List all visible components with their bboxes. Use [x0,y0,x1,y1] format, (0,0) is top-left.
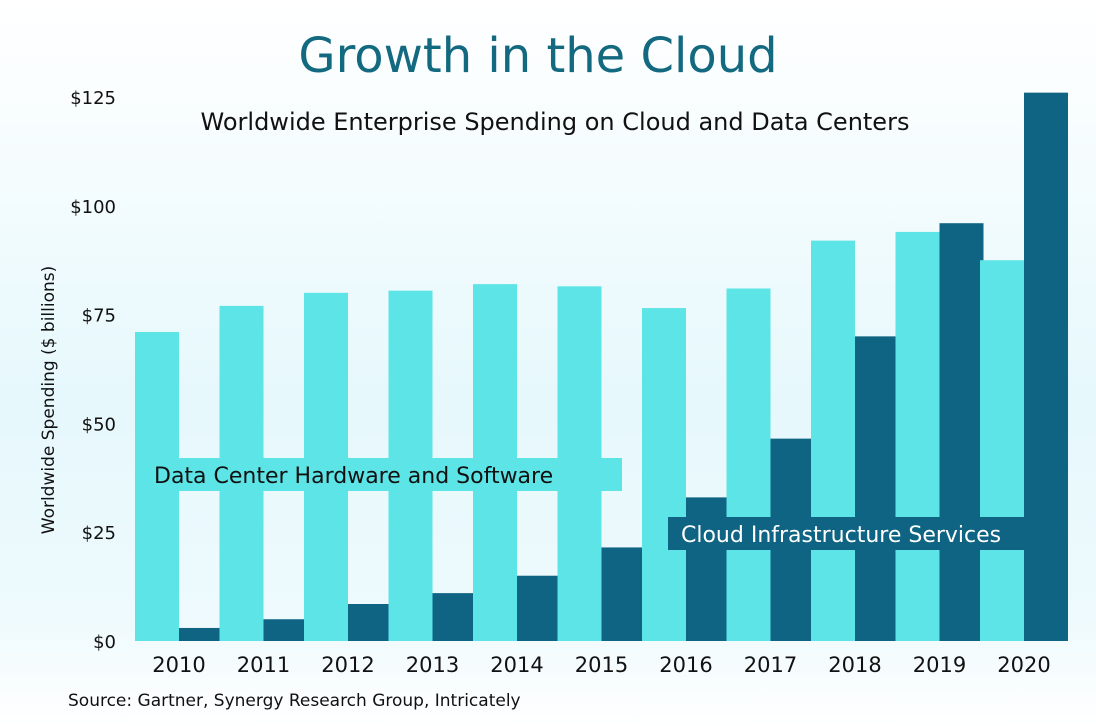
x-tick-label: 2015 [575,653,628,677]
bar-cloud [348,604,392,641]
bar-cloud [263,619,308,641]
y-tick-label: $0 [93,632,116,653]
bar-cloud [179,627,223,641]
bars [135,92,1068,642]
x-tick-label: 2014 [490,653,543,677]
series-labels: Data Center Hardware and Software Cloud … [135,458,1044,550]
bar-data-center [895,231,940,642]
x-tick-label: 2018 [828,653,881,677]
x-axis-ticks: 2010 2011 2012 2013 2014 2015 2016 2017 2018 2019… [152,653,1050,677]
x-tick-label: 2019 [913,653,966,677]
x-tick-label: 2017 [744,653,797,677]
x-tick-label: 2016 [659,653,712,677]
series-label-data-center: Data Center Hardware and Software [154,464,553,489]
bar-data-center [811,240,855,641]
x-tick-label: 2012 [321,653,374,677]
y-tick-label: $75 [82,306,116,327]
x-tick-label: 2011 [237,653,290,677]
chart-title: Growth in the Cloud [298,28,777,84]
source-note: Source: Gartner, Synergy Research Group,… [68,691,521,711]
y-axis-ticks: $0 $25 $50 $75 $100 $125 [70,88,116,653]
bar-data-center [980,260,1024,641]
bar-cloud [601,547,646,641]
x-tick-label: 2010 [152,653,205,677]
y-tick-label: $50 [82,414,116,435]
y-tick-label: $100 [70,197,116,218]
bar-cloud [1024,92,1068,641]
bar-cloud [939,223,984,641]
x-tick-label: 2013 [406,653,459,677]
bar-cloud [432,593,477,641]
y-tick-label: $25 [82,523,116,544]
bar-cloud [855,336,899,641]
bar-data-center [726,288,771,641]
series-label-cloud: Cloud Infrastructure Services [681,523,1001,548]
legend-bg-data-center [135,458,622,491]
y-tick-label: $125 [70,88,116,109]
bar-data-center [642,308,686,641]
chart-subtitle: Worldwide Enterprise Spending on Cloud a… [201,108,910,136]
y-axis-label: Worldwide Spending ($ billions) [39,266,59,535]
legend-bg-cloud [668,517,1044,550]
x-tick-label: 2020 [997,653,1050,677]
bar-cloud [517,575,561,641]
